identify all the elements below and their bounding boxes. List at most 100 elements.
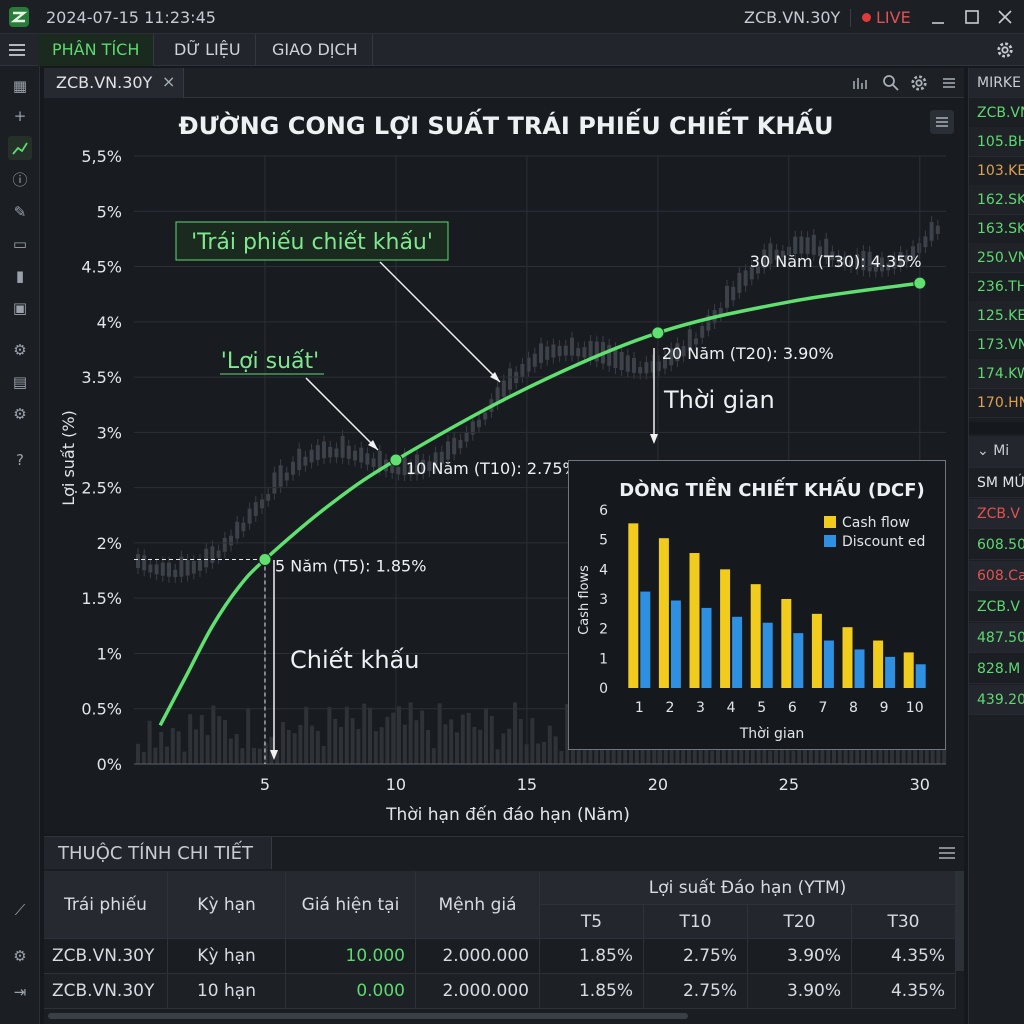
panel-divider — [969, 422, 1024, 434]
crosshair-icon[interactable]: + — [13, 107, 27, 125]
info-icon[interactable]: ⓘ — [12, 171, 28, 189]
ytm-column-header: T10 — [644, 905, 748, 939]
app-logo-icon — [9, 7, 29, 27]
market-item[interactable]: SM MỨ — [969, 468, 1024, 498]
dcf-x-tick: 10 — [906, 700, 924, 716]
close-tab-icon[interactable]: × — [162, 72, 176, 91]
close-window-icon[interactable] — [997, 9, 1013, 25]
bar-chart-icon[interactable]: ▮ — [15, 267, 25, 285]
watchlist-item[interactable]: ZCB.VN — [969, 98, 1024, 128]
legend-cashflow-swatch — [824, 516, 836, 528]
discounted-bar — [762, 622, 773, 688]
chevron-down-icon[interactable]: ⌄ — [977, 443, 994, 459]
details-tab[interactable]: THUỘC TÍNH CHI TIẾT — [44, 837, 272, 869]
formula-icon[interactable]: ▭ — [12, 235, 28, 253]
curve-point[interactable] — [389, 453, 403, 467]
calculator-icon[interactable]: ▣ — [12, 299, 28, 317]
live-indicator: LIVE — [876, 8, 911, 27]
annotation-yield-text: 'Lợi suất' — [221, 349, 319, 374]
watchlist-item[interactable]: 125.KE — [969, 301, 1024, 331]
market-item[interactable]: ZCB.V — [969, 499, 1024, 529]
cashflow-bar — [658, 538, 669, 688]
discounted-bar — [823, 640, 834, 688]
dcf-y-tick: 4 — [599, 562, 608, 578]
market-item[interactable]: 608.50 — [969, 530, 1024, 560]
curve-point[interactable] — [258, 552, 272, 566]
chart-menu-icon[interactable] — [940, 74, 958, 92]
watchlist-item[interactable]: 105.BH — [969, 127, 1024, 157]
menu-tab-data[interactable]: DỮ LIỆU — [160, 34, 256, 66]
discounted-bar — [885, 656, 896, 688]
market-item[interactable]: 608.Ca — [969, 561, 1024, 591]
curve-point[interactable] — [913, 276, 927, 290]
help-icon[interactable]: ? — [16, 451, 24, 469]
watchlist-item[interactable]: 174.KW — [969, 359, 1024, 389]
discounted-bar — [701, 607, 712, 688]
chart-options-button[interactable] — [930, 110, 954, 134]
chart-tab-strip: ZCB.VN.30Y × — [44, 68, 964, 98]
pencil-icon[interactable]: ✎ — [13, 203, 27, 221]
settings-gear-icon[interactable] — [996, 41, 1014, 59]
maximize-icon[interactable] — [964, 9, 980, 25]
logout-icon[interactable]: ⇥ — [13, 983, 27, 1001]
watchlist-item[interactable]: 163.SK — [969, 214, 1024, 244]
line-chart-icon[interactable] — [8, 136, 32, 160]
y-tick-label: 4.5% — [81, 258, 122, 277]
watchlist-item[interactable]: 170.HN — [969, 388, 1024, 418]
x-tick-label: 5 — [260, 775, 270, 794]
watchlist-item[interactable]: 162.SK — [969, 185, 1024, 215]
ytm-column-header: T20 — [748, 905, 852, 939]
annotation-discount-text: Chiết khấu — [290, 646, 419, 674]
watchlist-item[interactable]: 173.VN — [969, 330, 1024, 360]
watchlist-item[interactable]: 250.VN — [969, 243, 1024, 273]
horizontal-scrollbar[interactable] — [48, 1013, 688, 1019]
hamburger-icon[interactable] — [8, 42, 26, 58]
details-menu-icon[interactable] — [938, 845, 956, 861]
y-tick-label: 3% — [97, 423, 122, 442]
y-axis-label: Lợi suất (%) — [59, 410, 78, 506]
grid-layout-icon[interactable]: ▦ — [12, 77, 28, 95]
briefcase-icon[interactable]: ▤ — [12, 373, 28, 391]
cashflow-bar — [842, 627, 853, 688]
indicator-icon[interactable] — [852, 75, 870, 91]
discounted-bar — [793, 633, 804, 688]
discounted-bar — [640, 591, 651, 688]
column-header: Giá hiện tại — [286, 871, 416, 939]
curve-point[interactable] — [651, 326, 665, 340]
watchlist-item[interactable]: 236.TH — [969, 272, 1024, 302]
y-tick-label: 5,5% — [81, 147, 122, 166]
cog-icon[interactable]: ⚙ — [13, 405, 27, 423]
ytm-column-header: T30 — [852, 905, 956, 939]
details-table: Trái phiếu Kỳ hạn Giá hiện tại Mệnh giá Lợi … — [44, 871, 956, 1011]
dcf-y-tick: 1 — [599, 651, 608, 667]
y-tick-label: 0.5% — [81, 700, 122, 719]
market-item[interactable]: 828.M — [969, 654, 1024, 684]
y-tick-label: 5% — [97, 202, 122, 221]
live-dot-icon — [862, 13, 871, 22]
discounted-bar — [670, 600, 681, 688]
x-tick-label: 10 — [386, 775, 406, 794]
bottom-settings-icon[interactable]: ⚙ — [13, 947, 27, 965]
table-row-cell: 2.75% — [644, 974, 748, 1009]
chart-tab[interactable]: ZCB.VN.30Y × — [44, 68, 184, 98]
cashflow-bar — [811, 613, 822, 688]
minimize-icon[interactable] — [930, 10, 946, 26]
table-scrollbar[interactable] — [956, 871, 964, 971]
left-toolbar: ▦ + ⓘ ✎ ▭ ▮ ▣ ⚙ ▤ ⚙ ? ⟋ ⚙ ⇥ — [0, 66, 40, 1024]
market-item[interactable]: 439.20 — [969, 685, 1024, 715]
chart-title: ĐƯỜNG CONG LỢI SUẤT TRÁI PHIẾU CHIẾT KHẤ… — [178, 107, 833, 140]
dcf-x-tick: 4 — [727, 700, 736, 716]
broadcast-icon[interactable]: ⟋ — [14, 901, 26, 919]
watchlist-item[interactable]: 103.KE — [969, 156, 1024, 186]
menu-tab-trading[interactable]: GIAO DỊCH — [258, 34, 373, 66]
table-row-cell: 2.75% — [644, 939, 748, 974]
chart-settings-icon[interactable] — [910, 74, 928, 92]
market-item[interactable]: 487.50 — [969, 623, 1024, 653]
y-tick-label: 1% — [97, 644, 122, 663]
menu-tab-analysis[interactable]: PHÂN TÍCH — [38, 34, 155, 66]
market-item[interactable]: ZCB.V — [969, 592, 1024, 622]
menu-bar: PHÂN TÍCH DỮ LIỆU GIAO DỊCH — [0, 34, 1024, 66]
gear-icon[interactable]: ⚙ — [13, 341, 27, 359]
search-icon[interactable] — [882, 74, 900, 92]
annotation-discount: Chiết khấu — [270, 560, 419, 760]
